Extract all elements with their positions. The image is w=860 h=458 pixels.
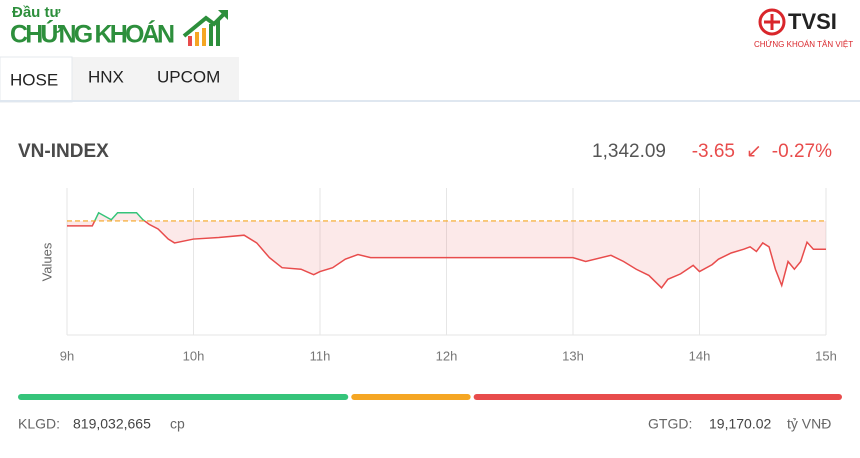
tab[interactable]: UPCOM xyxy=(157,67,220,86)
x-tick-label: 11h xyxy=(310,348,331,363)
x-tick-label: 15h xyxy=(815,348,837,363)
price-line xyxy=(67,211,826,289)
breadth-segment xyxy=(473,394,842,400)
index-change: -3.65 xyxy=(692,141,735,162)
tab[interactable]: HOSE xyxy=(10,70,58,89)
x-tick-label: 12h xyxy=(436,348,458,363)
value-unit: tỷ VNĐ xyxy=(787,416,831,432)
x-tick-label: 10h xyxy=(183,348,205,363)
index-arrow: ↙ xyxy=(746,141,762,162)
index-name: VN-INDEX xyxy=(18,141,109,162)
trade-value: 19,170.02 xyxy=(709,416,771,432)
breadth-segment xyxy=(351,394,471,400)
index-percent: -0.27% xyxy=(772,141,832,162)
brand-icon xyxy=(764,14,780,30)
tab[interactable]: HNX xyxy=(88,67,124,86)
brand-sub: CHỨNG KHOÁN TÂN VIỆT xyxy=(754,40,853,49)
brand: TVSI xyxy=(788,9,837,34)
x-tick-label: 13h xyxy=(562,348,584,363)
x-tick-label: 14h xyxy=(689,348,711,363)
breadth-bar xyxy=(18,394,842,400)
volume-label: KLGD: xyxy=(18,416,60,432)
x-tick-label: 9h xyxy=(60,348,74,363)
brand-icon xyxy=(758,8,786,36)
plot: 9h 10h 11h 12h 13h 14h 15h xyxy=(60,188,837,363)
y-axis-label: Values xyxy=(39,242,54,281)
logo-icon xyxy=(182,10,228,46)
tab-bar xyxy=(72,57,239,100)
logo-main: CHỨNG KHOÁN xyxy=(10,19,175,49)
index-value: 1,342.09 xyxy=(592,141,666,162)
volume-unit: cp xyxy=(170,416,185,432)
logo-top: Đầu tư xyxy=(12,4,61,21)
value-label: GTGD: xyxy=(648,416,692,432)
breadth-segment xyxy=(18,394,349,400)
tab-active[interactable] xyxy=(0,56,73,103)
volume: 819,032,665 xyxy=(73,416,151,432)
